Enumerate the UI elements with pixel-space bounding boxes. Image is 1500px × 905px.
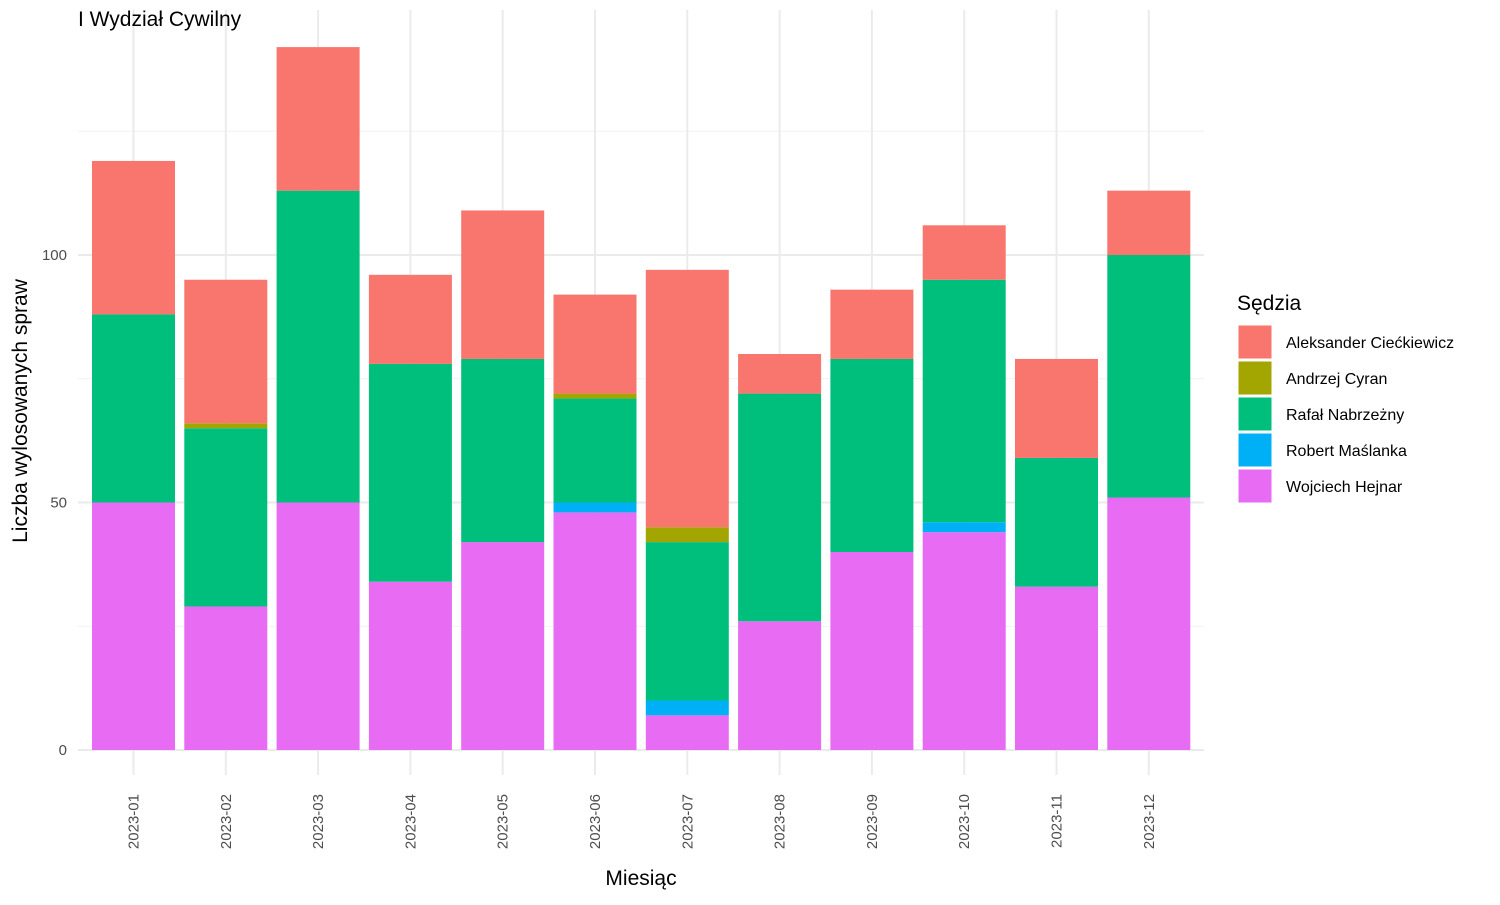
bar-segment: [645, 269, 729, 528]
legend-swatch: [1237, 396, 1273, 432]
bar-segment: [645, 542, 729, 701]
legend-title: Sędzia: [1237, 292, 1302, 315]
x-tick-label: 2023-11: [1049, 794, 1066, 848]
bar-segment: [1107, 255, 1191, 498]
bar-segment: [461, 542, 545, 750]
legend-label: Robert Maślanka: [1286, 443, 1407, 460]
x-tick-label: 2023-08: [772, 794, 789, 849]
bar-segment: [922, 225, 1006, 280]
x-tick-label: 2023-04: [402, 794, 419, 849]
bar-segment: [368, 363, 452, 582]
bar-segment: [1015, 358, 1098, 458]
legend: Sędzia Aleksander Ciećkiewicz Andrzej Cyr…: [1237, 292, 1454, 504]
bar-segment: [276, 502, 360, 750]
legend-swatch: [1237, 432, 1273, 468]
y-tick-labels: 0 50 100: [42, 247, 67, 759]
bar-segment: [922, 532, 1006, 750]
x-tick-label: 2023-05: [495, 794, 512, 849]
legend-swatch: [1237, 468, 1273, 504]
legend-label: Wojciech Hejnar: [1286, 479, 1403, 496]
bar-segment: [92, 314, 175, 503]
bar-segment: [368, 581, 452, 750]
y-tick-label: 100: [42, 247, 67, 264]
legend-label: Aleksander Ciećkiewicz: [1286, 335, 1454, 352]
bar-segment: [830, 552, 914, 750]
bar-segment: [738, 393, 822, 622]
bar-segment: [738, 621, 822, 750]
bar-segment: [1015, 586, 1098, 750]
bar-segment: [461, 210, 545, 359]
bar-segment: [92, 502, 175, 750]
x-tick-label: 2023-02: [218, 794, 235, 849]
bar-segment: [184, 279, 268, 424]
y-tick-label: 0: [59, 742, 67, 759]
x-tick-label: 2023-03: [310, 794, 327, 849]
x-tick-label: 2023-07: [679, 794, 696, 849]
bar-segment: [553, 512, 637, 750]
bar-segment: [922, 279, 1006, 523]
bar-segment: [368, 274, 452, 364]
chart-title: I Wydział Cywilny: [78, 8, 242, 31]
legend-label: Rafał Nabrzeżny: [1286, 407, 1404, 424]
x-tick-label: 2023-01: [126, 794, 143, 849]
bar-segment: [1107, 190, 1191, 255]
bar-segment: [276, 190, 360, 503]
bar-segment: [184, 428, 268, 607]
bar-segment: [922, 522, 1006, 533]
bars: [92, 47, 1191, 750]
legend-items: Aleksander Ciećkiewicz Andrzej Cyran Rafał…: [1237, 324, 1454, 504]
bar-segment: [276, 47, 360, 191]
legend-swatch: [1237, 324, 1273, 360]
x-tick-label: 2023-09: [864, 794, 881, 849]
x-tick-label: 2023-10: [956, 794, 973, 849]
x-tick-labels: 2023-01 2023-02 2023-03 2023-04 2023-05 2023-…: [126, 794, 1158, 849]
y-axis-title: Liczba wylosowanych spraw: [9, 278, 32, 543]
x-tick-label: 2023-06: [587, 794, 604, 849]
bar-segment: [553, 294, 637, 394]
legend-label: Andrzej Cyran: [1286, 371, 1387, 388]
bar-segment: [830, 289, 914, 359]
bar-segment: [645, 715, 729, 750]
bar-segment: [184, 606, 268, 750]
bar-segment: [461, 358, 545, 543]
bar-segment: [92, 160, 175, 315]
bar-segment: [553, 398, 637, 503]
bar-segment: [553, 502, 637, 513]
y-tick-label: 50: [50, 495, 67, 512]
bar-segment: [553, 393, 637, 399]
x-tick-label: 2023-12: [1141, 794, 1158, 849]
bar-segment: [645, 527, 729, 543]
bar-segment: [738, 354, 822, 394]
bar-segment: [645, 700, 729, 716]
bar-segment: [1107, 497, 1191, 750]
bar-segment: [184, 423, 268, 429]
bar-segment: [830, 358, 914, 552]
bar-segment: [1015, 457, 1098, 587]
x-axis-title: Miesiąc: [605, 867, 676, 890]
legend-swatch: [1237, 360, 1273, 396]
